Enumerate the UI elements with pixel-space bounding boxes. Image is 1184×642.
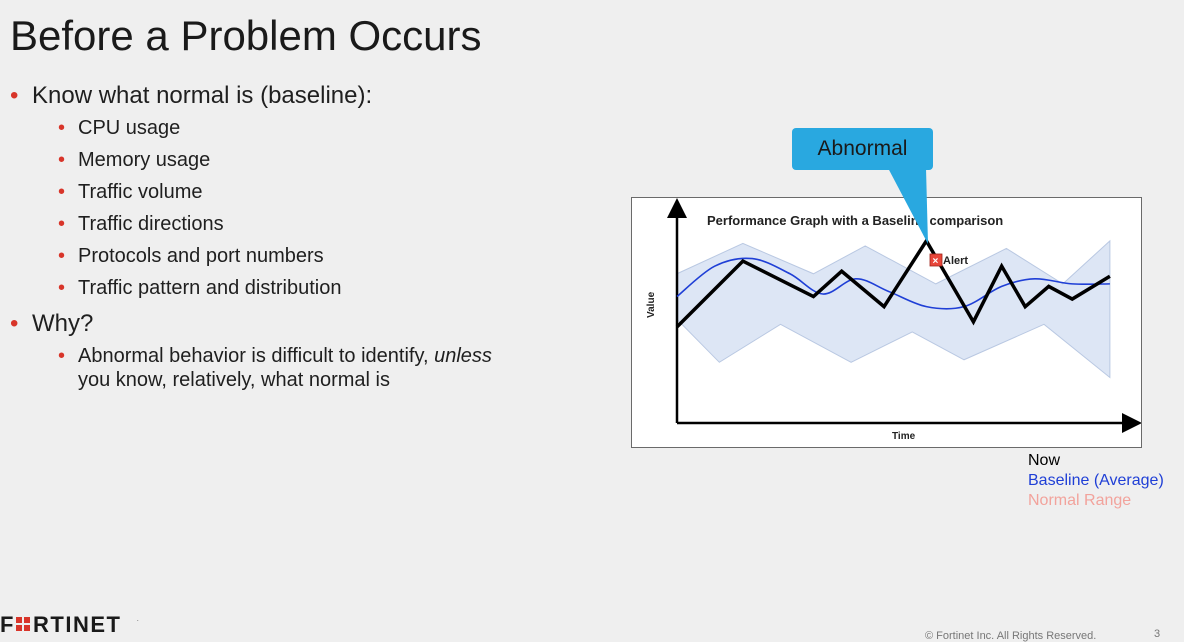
abnormal-text-suffix: you know, relatively, what normal is: [78, 369, 390, 391]
chart-title: Performance Graph with a Baseline compar…: [707, 213, 1003, 228]
abnormal-text-prefix: Abnormal behavior is difficult to identi…: [78, 345, 429, 367]
series-now-line: [675, 237, 1111, 329]
baseline-sublist: CPU usage Memory usage Traffic volume Tr…: [56, 116, 570, 300]
alert-marker: × Alert: [929, 253, 968, 267]
sub-bullet-cpu: CPU usage: [56, 116, 570, 140]
svg-text:.: .: [137, 617, 139, 623]
legend-normal-range: Normal Range: [1028, 492, 1132, 509]
sub-bullet-protocols: Protocols and port numbers: [56, 244, 570, 268]
sub-bullet-traffic-volume: Traffic volume: [56, 180, 570, 204]
alert-label: Alert: [943, 255, 968, 267]
sub-bullet-abnormal: Abnormal behavior is difficult to identi…: [56, 344, 498, 392]
legend-now: Now: [1028, 452, 1061, 469]
alert-x-icon: ×: [933, 256, 939, 267]
legend-baseline: Baseline (Average): [1028, 472, 1164, 489]
svg-text:F: F: [0, 612, 15, 637]
copyright: © Fortinet Inc. All Rights Reserved.: [925, 630, 1097, 642]
slide-title: Before a Problem Occurs: [10, 12, 482, 59]
x-axis-label: Time: [892, 431, 916, 442]
performance-chart: Performance Graph with a Baseline compar…: [631, 197, 1142, 448]
page-number: 3: [1154, 628, 1161, 640]
bullet-why: Why?: [10, 308, 570, 340]
svg-text:RTINET: RTINET: [33, 612, 121, 637]
bullet-list: Know what normal is (baseline): CPU usag…: [10, 80, 570, 400]
why-sublist: Abnormal behavior is difficult to identi…: [56, 344, 570, 392]
y-axis-label: Value: [646, 291, 657, 318]
series-baseline-line: [676, 257, 1110, 310]
fortinet-logo: F RTINET .: [0, 612, 139, 637]
chart-legend: Now Baseline (Average) Normal Range: [1028, 451, 1164, 511]
alert-icon: [929, 253, 943, 267]
sub-bullet-traffic-pattern: Traffic pattern and distribution: [56, 276, 570, 300]
bullet-baseline: Know what normal is (baseline):: [10, 80, 570, 112]
performance-chart-svg: Performance Graph with a Baseline compar…: [646, 198, 1142, 442]
normal-range-band: [676, 239, 1111, 379]
abnormal-text-emphasis: unless: [434, 345, 492, 367]
sub-bullet-traffic-directions: Traffic directions: [56, 212, 570, 236]
sub-bullet-memory: Memory usage: [56, 148, 570, 172]
abnormal-callout: Abnormal: [792, 128, 933, 170]
